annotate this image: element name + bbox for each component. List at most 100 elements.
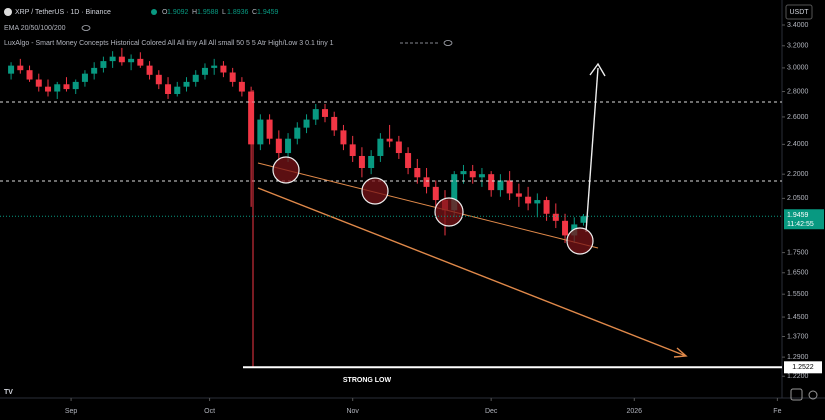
y-tick-label: 2.2000 [787, 171, 809, 178]
currency-box[interactable] [785, 4, 813, 20]
y-tick-label: 1.4500 [787, 314, 809, 321]
y-tick-label: 1.7500 [787, 249, 809, 256]
candle-body [349, 144, 356, 156]
ohlc-legend: O 1.9092 H 1.9588 L 1.8936 C 1.9459 [162, 9, 279, 16]
target-arrow [585, 67, 599, 233]
candle-body [266, 119, 273, 139]
candle-body [303, 119, 310, 128]
visibility-icon[interactable] [443, 40, 453, 46]
ohlc-label: C [252, 9, 257, 16]
arrow-head [673, 347, 688, 358]
y-tick-label: 2.8000 [787, 88, 809, 95]
last-price-box [784, 209, 824, 230]
candle-body [497, 180, 504, 191]
y-tick-label: 1.6500 [787, 270, 809, 277]
y-tick-label: 1.3700 [787, 333, 809, 340]
candle-body [321, 109, 328, 117]
ohlc-label: O [162, 9, 168, 16]
touch-circle [434, 197, 464, 227]
candle-body [358, 155, 365, 169]
candle-body [275, 138, 282, 154]
candle-body [340, 130, 347, 145]
candle-body [331, 116, 338, 131]
candle-body [562, 220, 569, 236]
candle-body [395, 141, 402, 154]
candle-body [294, 127, 301, 139]
ohlc-label: L [222, 9, 226, 16]
candle-body [100, 61, 107, 68]
y-tick-label: 2.6000 [787, 114, 809, 121]
candle-body [45, 86, 52, 92]
touch-circle [566, 227, 594, 255]
candle-body [238, 81, 245, 92]
candle-body [432, 186, 439, 201]
y-tick-label: 1.2200 [787, 373, 809, 380]
y-tick-label: 1.2900 [787, 354, 809, 361]
candle-body [469, 171, 476, 178]
candle-body [580, 216, 587, 223]
candle-body [534, 200, 541, 204]
strong-low-price: 1.2522 [792, 364, 814, 371]
candle-body [488, 174, 495, 191]
x-tick-label: Nov [346, 408, 359, 415]
strong-low-price-box [784, 361, 822, 374]
trendline [257, 162, 599, 249]
ohlc-value: 1.9459 [257, 9, 279, 16]
candle-body [72, 81, 79, 90]
candle-body [368, 155, 375, 169]
visibility-icon[interactable] [81, 25, 91, 31]
coin-icon [4, 8, 12, 16]
candle-body [460, 171, 467, 175]
candle-body [229, 72, 236, 82]
candle-body [8, 65, 15, 74]
ohlc-value: 1.9588 [197, 9, 219, 16]
countdown: 11:42:55 [787, 221, 814, 228]
x-tick-label: Fe [773, 408, 781, 415]
candle-body [515, 193, 522, 197]
candle-body [109, 56, 116, 62]
y-tick-label: 2.0500 [787, 195, 809, 202]
candle-body [137, 58, 144, 66]
candle-body [552, 213, 559, 221]
candle-body [183, 81, 190, 87]
candle-body [146, 65, 153, 75]
candle-body [54, 84, 61, 92]
x-tick-label: Oct [204, 408, 215, 415]
last-price: 1.9459 [787, 212, 809, 219]
chart-title: XRP / TetherUS · 1D · Binance [15, 9, 111, 16]
candle-body [377, 138, 384, 156]
auto-scale-button[interactable] [790, 388, 803, 401]
candle-body [543, 200, 550, 214]
candle-body [451, 174, 458, 211]
y-tick-label: 3.2000 [787, 43, 809, 50]
candle-body [91, 67, 98, 74]
y-tick-label: 2.4000 [787, 141, 809, 148]
candle-body [386, 138, 393, 142]
currency: USDT [789, 9, 809, 16]
touch-circle [272, 156, 300, 184]
candle-body [35, 79, 42, 87]
candle-body [414, 168, 421, 178]
plot: 3.4000 3.2000 3.0000 2.8000 2.6000 2.4000 2.20… [8, 22, 809, 415]
settings-button[interactable] [808, 390, 818, 400]
candle-body [405, 153, 412, 169]
ohlc-value: 1.9092 [167, 9, 189, 16]
candle-body [81, 73, 88, 82]
y-tick-label: 1.5500 [787, 291, 809, 298]
ohlc-value: 1.8936 [227, 9, 249, 16]
indicator-ema: EMA 20/50/100/200 [4, 25, 66, 32]
overlay: STRONG LOW 1.2522 1.9459 11:42:55 [0, 209, 824, 384]
candle-body [525, 196, 532, 204]
candle-body [26, 70, 33, 80]
candle-body [285, 138, 292, 154]
candle-body [128, 58, 135, 63]
candle-body [155, 74, 162, 85]
candle-body [257, 119, 264, 145]
candle-body [165, 84, 172, 94]
candle-body [478, 174, 485, 178]
candle-body [423, 177, 430, 187]
candle-body [312, 109, 319, 120]
indicator-luxalgo: LuxAlgo - Smart Money Concepts Historica… [4, 40, 334, 47]
